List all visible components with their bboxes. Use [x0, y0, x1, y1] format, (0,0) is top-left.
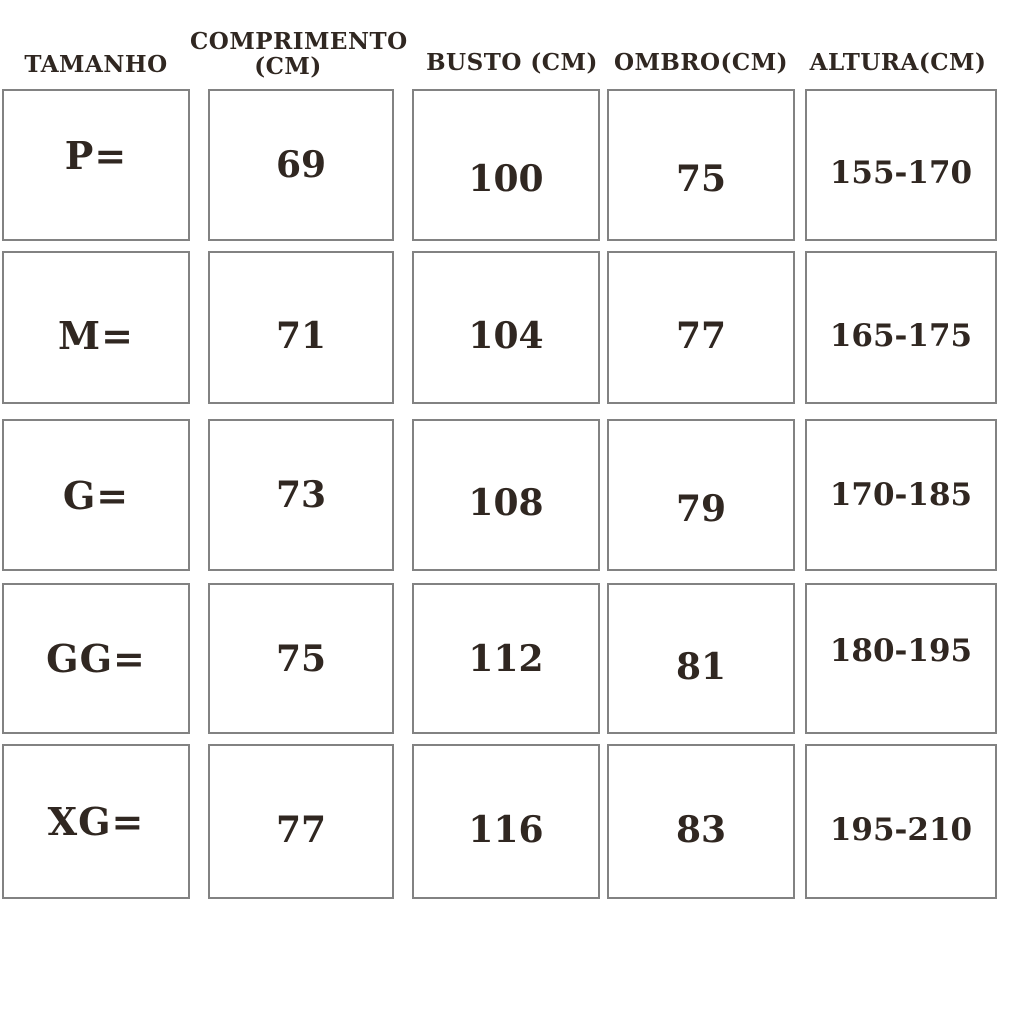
- cell-tamanho-m: M=: [2, 251, 190, 404]
- cell-ombro-gg: 81: [607, 583, 795, 734]
- column-header-altura: ALTURA(CM): [809, 49, 987, 76]
- column-header-comprimento-line1: COMPRIMENTO: [190, 28, 408, 55]
- cell-ombro-p: 75: [607, 89, 795, 241]
- cell-ombro-xg: 83: [607, 744, 795, 899]
- cell-busto-g: 108: [412, 419, 600, 571]
- cell-altura-m: 165-175: [805, 251, 997, 404]
- cell-busto-xg: 116: [412, 744, 600, 899]
- cell-busto-gg: 112: [412, 583, 600, 734]
- cell-busto-p: 100: [412, 89, 600, 241]
- cell-comprimento-g: 73: [208, 419, 394, 571]
- cell-tamanho-p: P=: [2, 89, 190, 241]
- column-header-comprimento-line2: (CM): [254, 53, 322, 81]
- cell-comprimento-xg: 77: [208, 744, 394, 899]
- cell-altura-xg: 195-210: [805, 744, 997, 899]
- column-header-tamanho: TAMANHO: [24, 51, 168, 78]
- cell-tamanho-xg: XG=: [2, 744, 190, 899]
- cell-altura-g: 170-185: [805, 419, 997, 571]
- cell-comprimento-p: 69: [208, 89, 394, 241]
- cell-comprimento-m: 71: [208, 251, 394, 404]
- cell-tamanho-gg: GG=: [2, 583, 190, 734]
- column-header-busto: BUSTO (CM): [426, 49, 598, 76]
- cell-altura-p: 155-170: [805, 89, 997, 241]
- cell-ombro-m: 77: [607, 251, 795, 404]
- cell-altura-gg: 180-195: [805, 583, 997, 734]
- cell-ombro-g: 79: [607, 419, 795, 571]
- cell-busto-m: 104: [412, 251, 600, 404]
- cell-comprimento-gg: 75: [208, 583, 394, 734]
- column-header-ombro: OMBRO(CM): [613, 49, 789, 76]
- column-header-comprimento: COMPRIMENTO (CM): [190, 28, 408, 81]
- cell-tamanho-g: G=: [2, 419, 190, 571]
